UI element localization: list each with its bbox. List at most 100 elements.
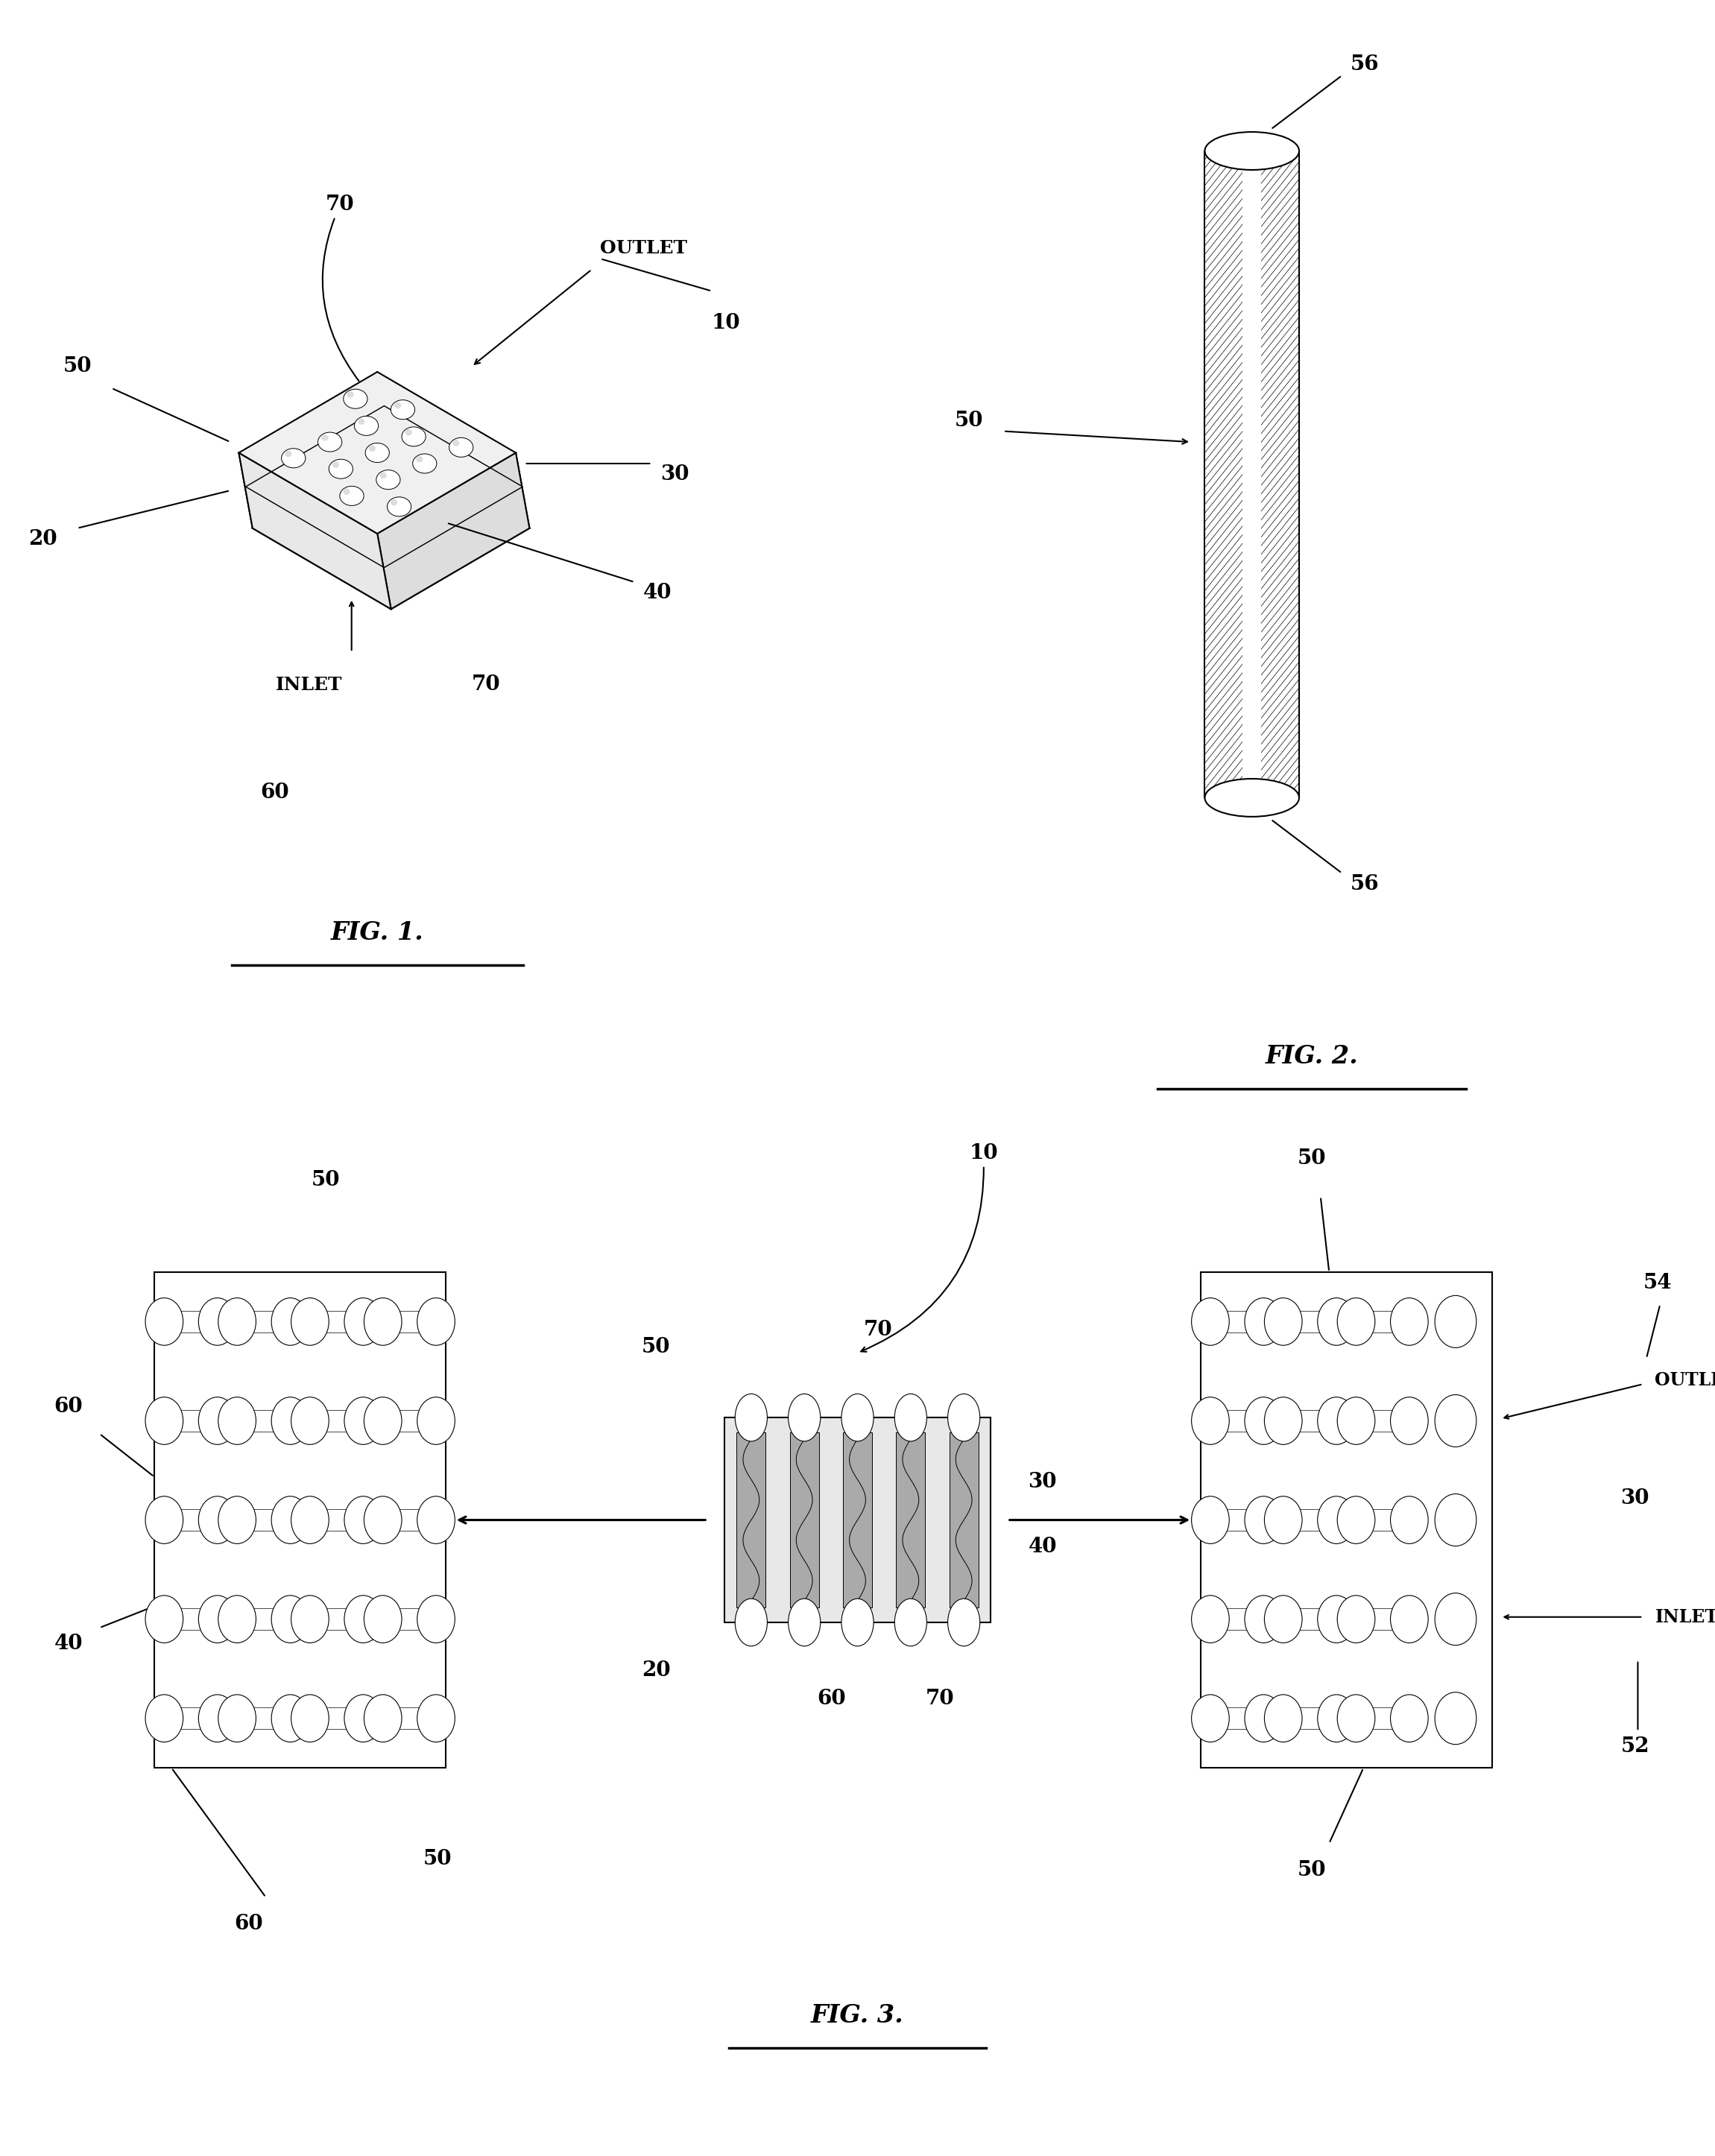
Ellipse shape (453, 440, 460, 446)
Ellipse shape (449, 438, 473, 457)
Text: 40: 40 (643, 582, 672, 604)
Bar (1211, 1410, 1264, 1432)
Circle shape (1317, 1397, 1355, 1445)
Circle shape (1391, 1595, 1429, 1643)
Bar (1211, 1608, 1264, 1630)
Text: 40: 40 (1029, 1537, 1056, 1557)
Circle shape (1435, 1494, 1477, 1546)
Circle shape (1245, 1397, 1283, 1445)
Text: 60: 60 (818, 1688, 845, 1710)
Text: INLET: INLET (1655, 1608, 1715, 1626)
Circle shape (1435, 1593, 1477, 1645)
Bar (310, 1311, 364, 1332)
Bar (165, 1608, 218, 1630)
Ellipse shape (1206, 778, 1300, 817)
Bar (165, 1708, 218, 1729)
Circle shape (218, 1496, 256, 1544)
Circle shape (199, 1595, 237, 1643)
Text: INLET: INLET (276, 675, 341, 694)
Text: 20: 20 (641, 1660, 671, 1682)
Circle shape (146, 1397, 184, 1445)
Text: 60: 60 (55, 1397, 82, 1416)
Bar (1357, 1509, 1410, 1531)
Bar (1357, 1708, 1410, 1729)
Ellipse shape (346, 392, 353, 397)
Circle shape (1391, 1298, 1429, 1345)
Ellipse shape (376, 470, 400, 489)
Text: 10: 10 (861, 1143, 998, 1352)
Text: 40: 40 (55, 1634, 82, 1654)
Circle shape (1264, 1595, 1302, 1643)
Ellipse shape (842, 1600, 873, 1647)
Ellipse shape (281, 448, 305, 468)
Circle shape (1391, 1695, 1429, 1742)
Bar (1357, 1410, 1410, 1432)
Ellipse shape (895, 1600, 926, 1647)
Ellipse shape (895, 1395, 926, 1440)
Ellipse shape (365, 442, 389, 461)
Text: 50: 50 (955, 410, 983, 431)
Circle shape (345, 1595, 382, 1643)
Bar (237, 1708, 290, 1729)
Circle shape (1192, 1298, 1230, 1345)
Circle shape (1264, 1695, 1302, 1742)
Bar (1357, 1608, 1410, 1630)
Ellipse shape (391, 498, 398, 507)
Ellipse shape (948, 1395, 979, 1440)
Bar (736, 1432, 767, 1608)
Circle shape (364, 1595, 401, 1643)
Bar (310, 1708, 364, 1729)
Bar (1211, 1311, 1264, 1332)
Circle shape (271, 1496, 309, 1544)
Circle shape (1338, 1397, 1375, 1445)
Circle shape (218, 1595, 256, 1643)
Circle shape (1391, 1397, 1429, 1445)
Ellipse shape (321, 436, 328, 442)
Circle shape (364, 1397, 401, 1445)
Bar (1283, 1509, 1336, 1531)
Bar (1206, 151, 1300, 798)
Circle shape (364, 1695, 401, 1742)
Ellipse shape (391, 401, 415, 420)
Circle shape (199, 1496, 237, 1544)
Text: 50: 50 (424, 1850, 451, 1869)
Ellipse shape (343, 487, 350, 494)
Bar (842, 1432, 873, 1608)
Ellipse shape (358, 418, 365, 425)
Ellipse shape (340, 485, 364, 505)
Polygon shape (238, 371, 516, 533)
Ellipse shape (401, 427, 425, 446)
Text: 60: 60 (261, 783, 288, 802)
Circle shape (1338, 1595, 1375, 1643)
Bar (310, 1608, 364, 1630)
Polygon shape (377, 453, 530, 608)
Ellipse shape (417, 455, 424, 461)
Ellipse shape (1206, 132, 1300, 170)
Text: OUTLET: OUTLET (1655, 1371, 1715, 1388)
Ellipse shape (329, 459, 353, 479)
Ellipse shape (405, 429, 412, 436)
Bar (310, 1410, 364, 1432)
Bar (382, 1608, 436, 1630)
Bar (895, 1432, 926, 1608)
Circle shape (218, 1397, 256, 1445)
Circle shape (292, 1298, 329, 1345)
Text: 56: 56 (1351, 54, 1379, 75)
Bar (237, 1509, 290, 1531)
Circle shape (1192, 1397, 1230, 1445)
Bar (165, 1410, 218, 1432)
Circle shape (1192, 1595, 1230, 1643)
Ellipse shape (736, 1600, 767, 1647)
Circle shape (146, 1496, 184, 1544)
Circle shape (1264, 1298, 1302, 1345)
Circle shape (345, 1397, 382, 1445)
Text: 10: 10 (712, 313, 741, 334)
Text: FIG. 2.: FIG. 2. (1266, 1044, 1358, 1069)
Bar (237, 1410, 290, 1432)
Circle shape (271, 1298, 309, 1345)
Circle shape (1192, 1496, 1230, 1544)
Circle shape (1264, 1496, 1302, 1544)
Ellipse shape (948, 1600, 979, 1647)
Circle shape (1435, 1296, 1477, 1348)
Circle shape (417, 1397, 454, 1445)
